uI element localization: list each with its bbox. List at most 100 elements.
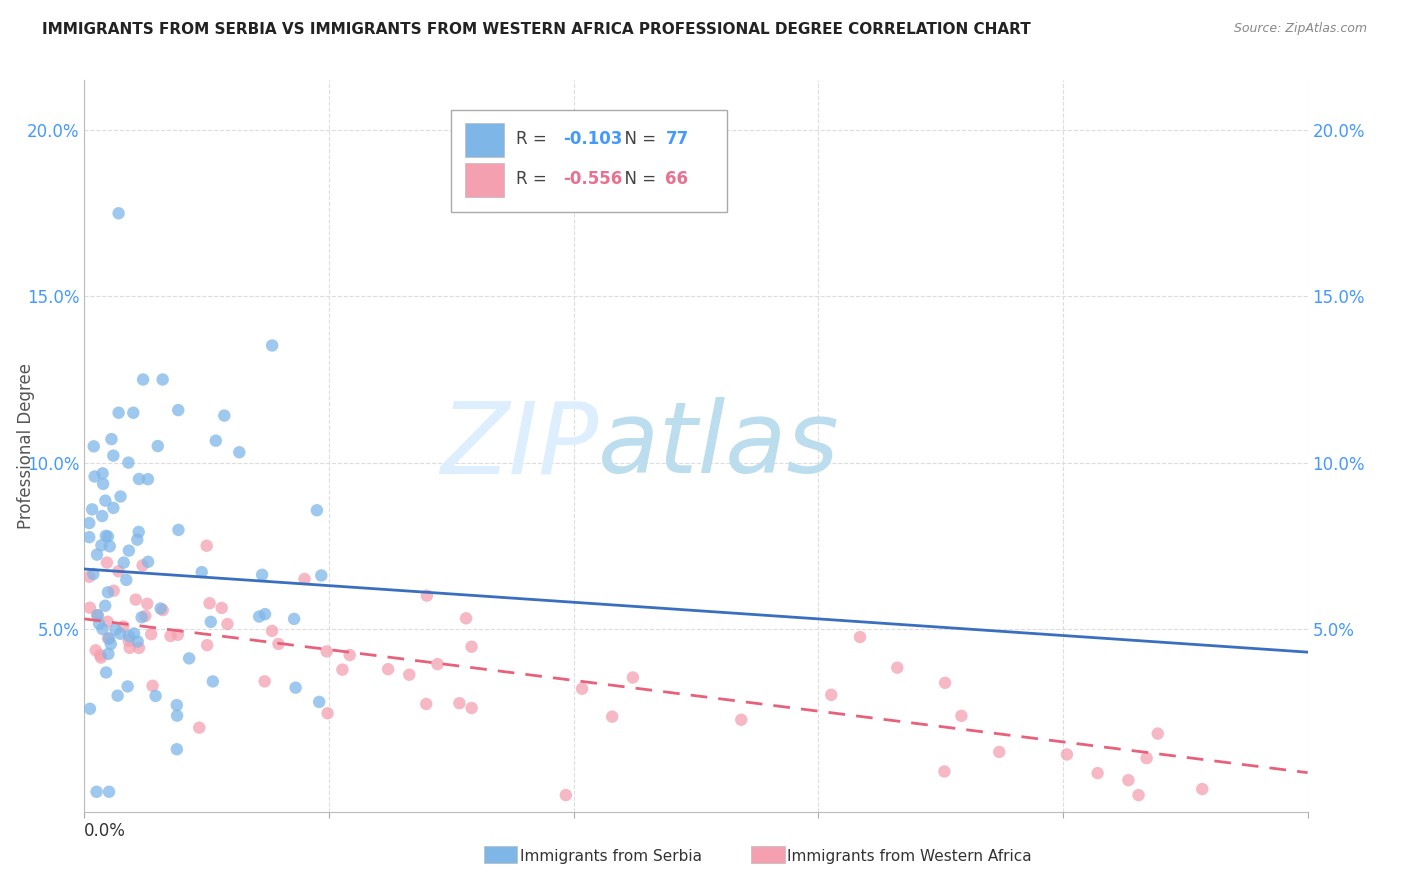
Point [416, 589, 439, 603]
Point [84, 643, 107, 657]
Point [77, 530, 100, 544]
Point [262, 338, 284, 352]
Point [267, 637, 290, 651]
Point [166, 708, 188, 723]
Point [87, 616, 110, 631]
Point [118, 629, 141, 643]
Point [118, 543, 141, 558]
Point [332, 663, 354, 677]
Point [934, 676, 956, 690]
Point [621, 671, 644, 685]
Point [91, 509, 114, 524]
Point [97, 631, 120, 645]
Point [94, 529, 117, 543]
Point [98, 632, 121, 646]
Point [167, 403, 190, 417]
Point [127, 634, 149, 648]
Point [96, 556, 118, 570]
Point [110, 490, 132, 504]
Point [91, 477, 114, 491]
Point [294, 572, 316, 586]
Point [103, 500, 125, 515]
Point [166, 628, 188, 642]
Point [128, 524, 150, 539]
Y-axis label: Professional Degree: Professional Degree [17, 363, 35, 529]
Point [1191, 782, 1213, 797]
Text: N =: N = [614, 130, 661, 148]
Point [118, 634, 141, 648]
Point [1118, 773, 1140, 788]
Text: atlas: atlas [598, 398, 839, 494]
Point [103, 449, 125, 463]
Point [1056, 747, 1078, 762]
Text: Source: ZipAtlas.com: Source: ZipAtlas.com [1233, 22, 1367, 36]
FancyBboxPatch shape [451, 110, 727, 212]
Point [107, 689, 129, 703]
Point [315, 644, 337, 658]
Point [198, 596, 221, 610]
Point [934, 764, 956, 779]
Point [195, 638, 218, 652]
Point [89, 648, 111, 662]
Point [377, 662, 399, 676]
Point [554, 788, 576, 802]
Point [195, 539, 218, 553]
Point [128, 640, 150, 655]
FancyBboxPatch shape [465, 123, 503, 157]
Point [110, 626, 132, 640]
Point [284, 681, 307, 695]
Point [159, 629, 181, 643]
Point [339, 648, 361, 662]
Point [849, 630, 872, 644]
Point [91, 622, 114, 636]
Point [91, 467, 114, 481]
Point [83, 469, 105, 483]
FancyBboxPatch shape [465, 163, 503, 196]
Point [950, 709, 973, 723]
Point [98, 785, 121, 799]
Text: R =: R = [516, 130, 553, 148]
Point [886, 660, 908, 674]
Point [398, 667, 420, 681]
Point [152, 372, 174, 386]
Point [136, 555, 159, 569]
Point [112, 556, 135, 570]
Point [104, 623, 127, 637]
Point [253, 607, 276, 621]
Point [204, 434, 226, 448]
Point [136, 597, 159, 611]
Point [82, 567, 104, 582]
Point [103, 583, 125, 598]
Point [1135, 751, 1157, 765]
Point [146, 439, 169, 453]
Point [190, 565, 212, 579]
Point [122, 626, 145, 640]
Point [125, 592, 148, 607]
Point [247, 609, 270, 624]
Point [145, 689, 167, 703]
Point [132, 372, 155, 386]
Point [228, 445, 250, 459]
Point [86, 548, 108, 562]
Text: Immigrants from Serbia: Immigrants from Serbia [520, 849, 702, 863]
Point [100, 637, 122, 651]
Point [201, 674, 224, 689]
Point [250, 567, 273, 582]
Point [112, 619, 135, 633]
Text: IMMIGRANTS FROM SERBIA VS IMMIGRANTS FROM WESTERN AFRICA PROFESSIONAL DEGREE COR: IMMIGRANTS FROM SERBIA VS IMMIGRANTS FRO… [42, 22, 1031, 37]
Text: -0.556: -0.556 [562, 169, 621, 187]
Point [311, 568, 333, 582]
Point [98, 539, 121, 553]
Point [86, 785, 108, 799]
Point [86, 608, 108, 623]
Point [134, 608, 156, 623]
Point [152, 603, 174, 617]
Point [167, 523, 190, 537]
Point [97, 530, 120, 544]
Text: 0.0%: 0.0% [84, 822, 127, 840]
Point [214, 409, 236, 423]
Point [90, 650, 112, 665]
Text: -0.103: -0.103 [562, 130, 621, 148]
Text: Immigrants from Western Africa: Immigrants from Western Africa [787, 849, 1032, 863]
Text: N =: N = [614, 169, 661, 187]
